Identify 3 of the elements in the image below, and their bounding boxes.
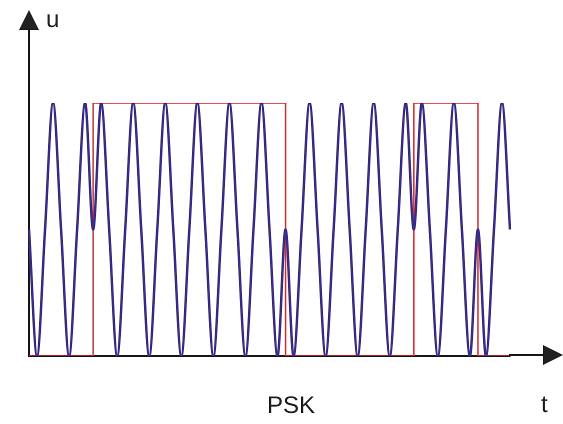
y-axis-title: u xyxy=(46,6,60,33)
x-axis-title: t xyxy=(541,391,548,418)
text: PSK xyxy=(266,392,316,419)
